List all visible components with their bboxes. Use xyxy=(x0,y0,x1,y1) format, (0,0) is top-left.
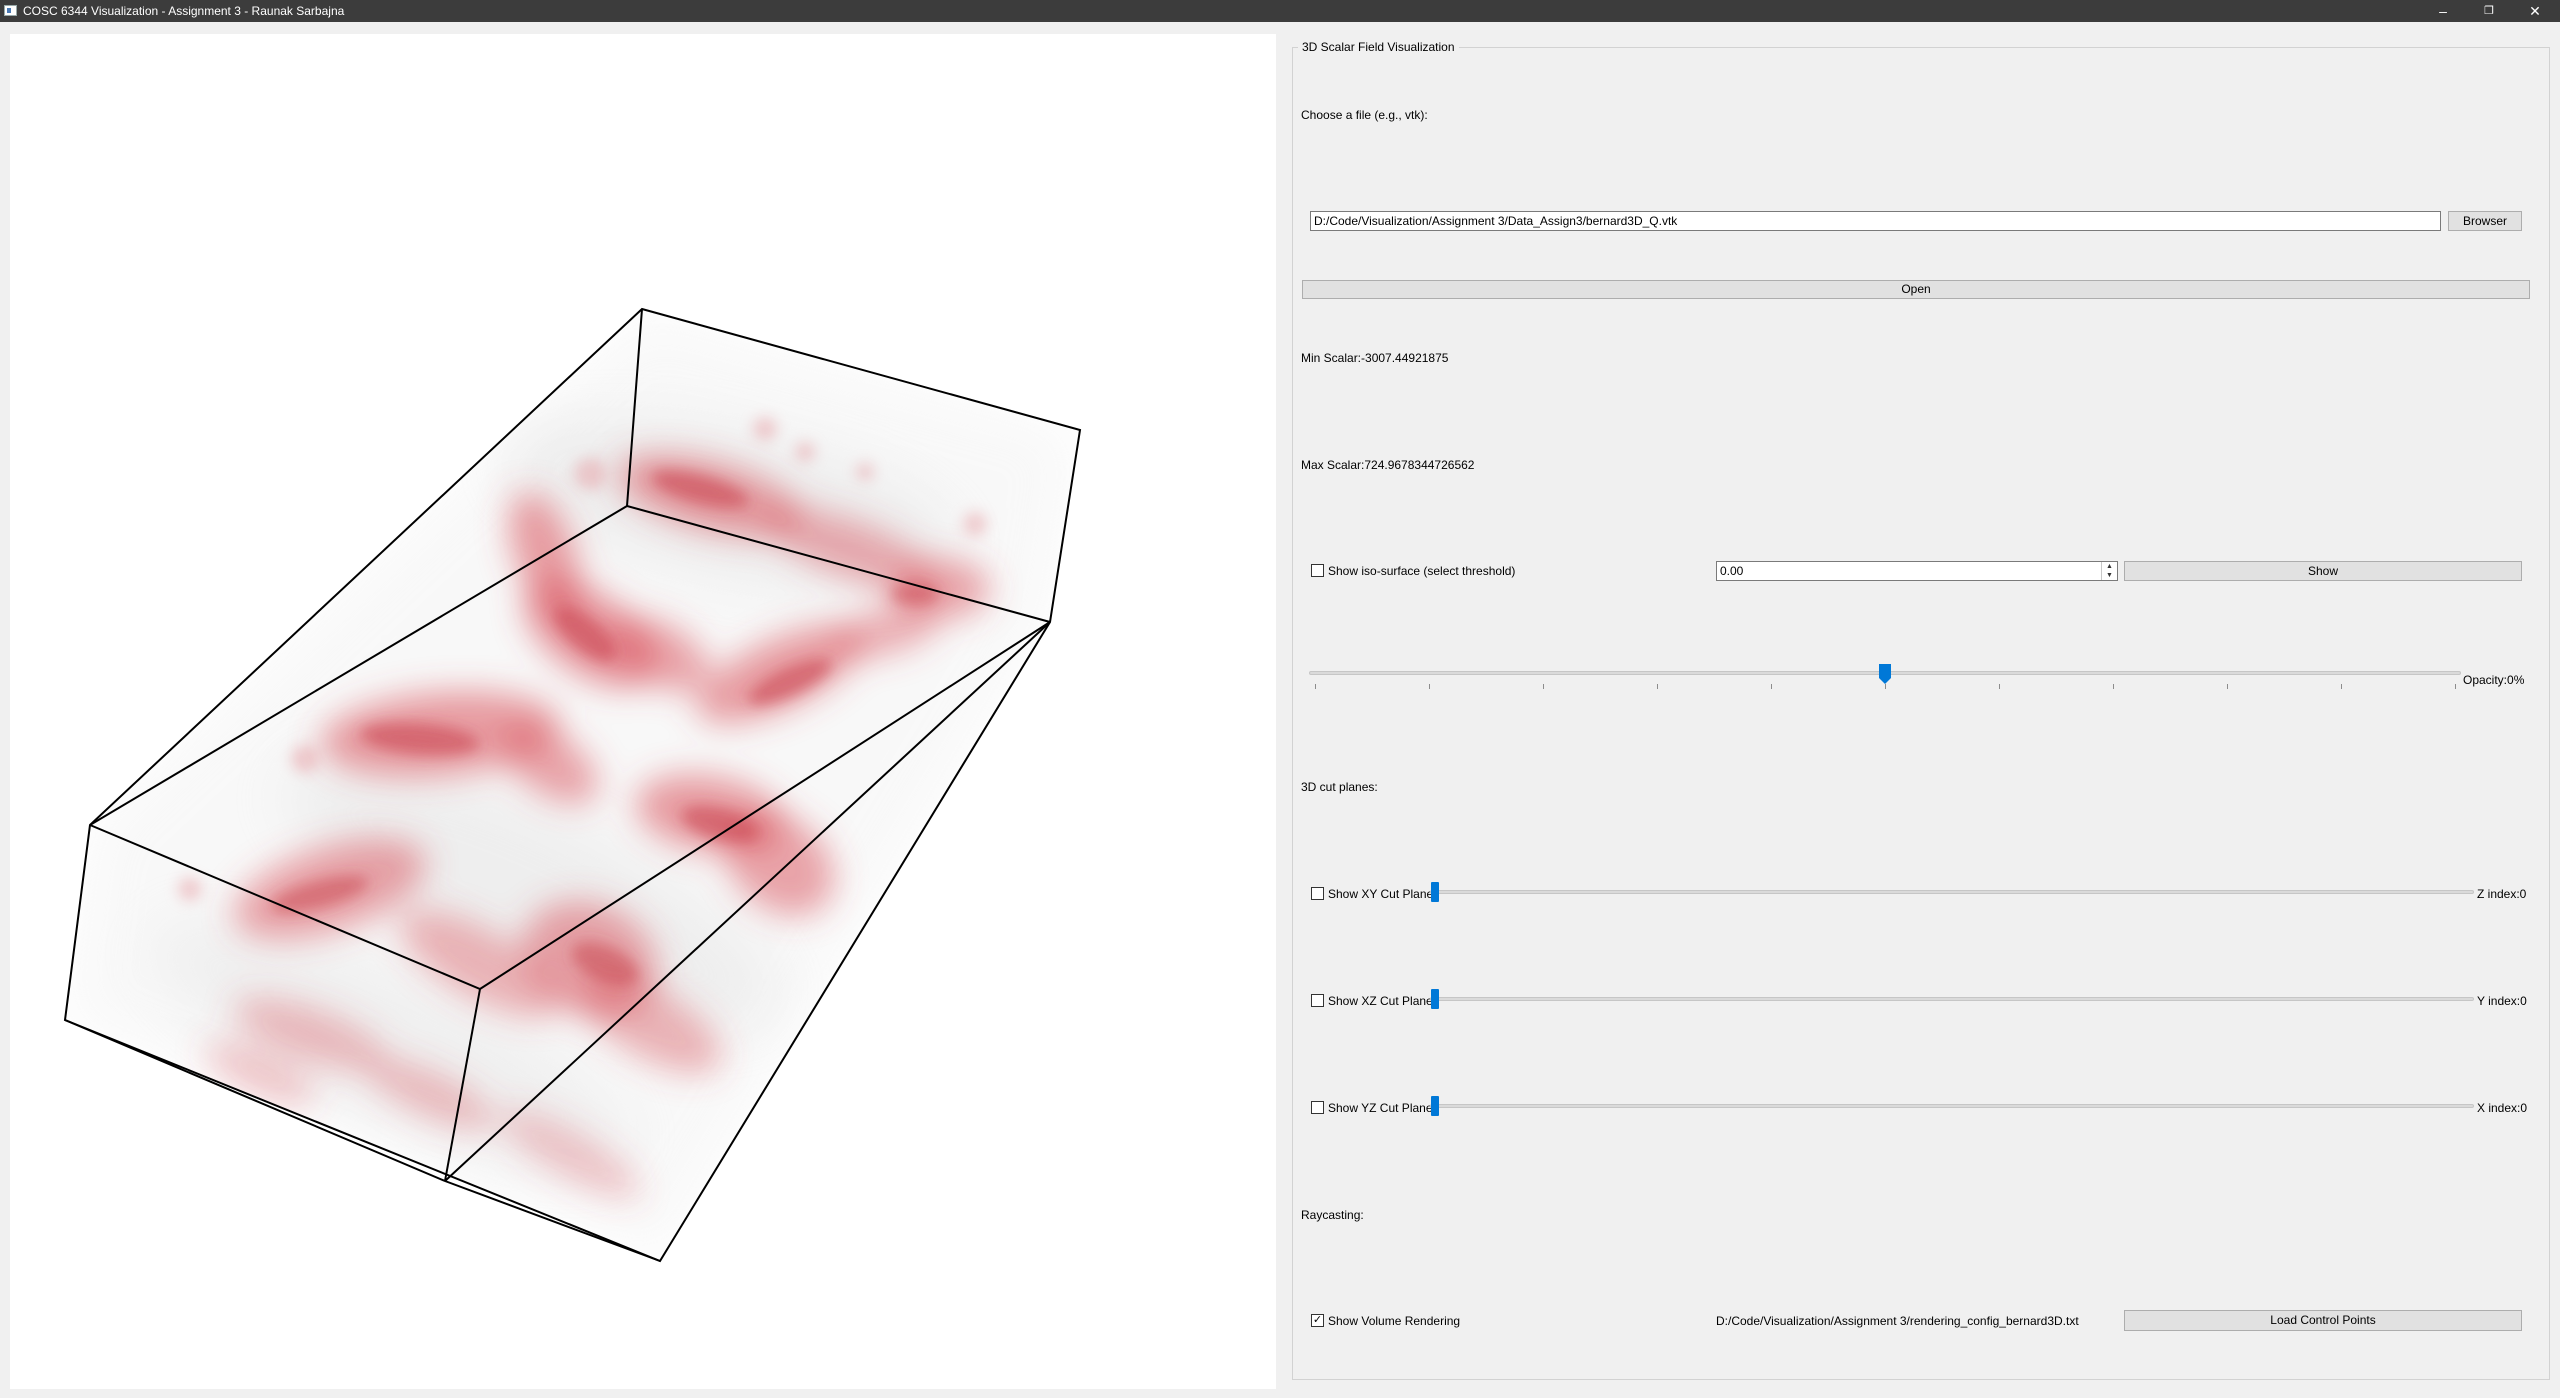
opacity-slider-tick xyxy=(2455,684,2456,689)
yz-cut-plane-label: Show YZ Cut Plane xyxy=(1328,1101,1433,1115)
xy-index-slider-handle[interactable] xyxy=(1431,882,1439,902)
x-index-label: X index:0 xyxy=(2477,1101,2528,1115)
opacity-slider-tick xyxy=(1543,684,1544,689)
raycasting-label: Raycasting: xyxy=(1301,1208,1364,1222)
opacity-slider-tick xyxy=(1429,684,1430,689)
xz-cut-plane-label: Show XZ Cut Plane xyxy=(1328,994,1433,1008)
xy-cut-plane-label: Show XY Cut Plane xyxy=(1328,887,1434,901)
control-panel xyxy=(1292,47,2550,1380)
volume-rendering-canvas[interactable] xyxy=(10,34,1276,1389)
opacity-slider-tick xyxy=(2113,684,2114,689)
file-label: Choose a file (e.g., vtk): xyxy=(1301,108,1428,122)
render-view[interactable] xyxy=(10,34,1276,1389)
yz-index-slider-track[interactable] xyxy=(1430,1104,2474,1108)
z-index-label: Z index:0 xyxy=(2477,887,2527,901)
opacity-slider-tick xyxy=(1885,684,1886,689)
cut-planes-label: 3D cut planes: xyxy=(1301,780,1378,794)
iso-surface-label: Show iso-surface (select threshold) xyxy=(1328,564,1516,578)
opacity-slider-tick xyxy=(1999,684,2000,689)
opacity-slider-tick xyxy=(2227,684,2228,689)
iso-threshold-spinbox[interactable] xyxy=(1716,561,2118,581)
bounding-box-outline xyxy=(63,307,1082,1263)
load-control-points-button[interactable]: Load Control Points xyxy=(2124,1310,2522,1331)
spinbox-arrows[interactable]: ▲ ▼ xyxy=(2101,562,2117,580)
restore-button[interactable]: ❐ xyxy=(2484,5,2494,17)
volume-blobs xyxy=(178,417,990,1199)
xz-index-slider-track[interactable] xyxy=(1430,997,2474,1001)
opacity-slider-tick xyxy=(1315,684,1316,689)
min-scalar-label: Min Scalar:-3007.44921875 xyxy=(1301,351,1449,365)
window-title: COSC 6344 Visualization - Assignment 3 -… xyxy=(23,4,345,18)
y-index-label: Y index:0 xyxy=(2477,994,2527,1008)
config-path-label: D:/Code/Visualization/Assignment 3/rende… xyxy=(1716,1314,2079,1328)
yz-cut-plane-checkbox[interactable] xyxy=(1311,1101,1324,1114)
volume-rendering-label: Show Volume Rendering xyxy=(1328,1314,1461,1328)
browse-button[interactable]: Browser xyxy=(2448,211,2522,231)
opacity-slider-handle[interactable] xyxy=(1879,664,1891,684)
xz-cut-plane-checkbox[interactable] xyxy=(1311,994,1324,1007)
minimize-button[interactable]: – xyxy=(2439,3,2447,19)
opacity-slider-tick xyxy=(1657,684,1658,689)
show-iso-button[interactable]: Show xyxy=(2124,561,2522,581)
opacity-slider-tick xyxy=(2341,684,2342,689)
iso-surface-checkbox[interactable] xyxy=(1311,564,1324,577)
yz-index-slider-handle[interactable] xyxy=(1431,1096,1439,1116)
opacity-label: Opacity:0% xyxy=(2463,673,2525,687)
opacity-slider-tick xyxy=(1771,684,1772,689)
panel-group-title: 3D Scalar Field Visualization xyxy=(1298,40,1459,54)
file-path-input[interactable] xyxy=(1310,211,2441,231)
xy-cut-plane-checkbox[interactable] xyxy=(1311,887,1324,900)
xy-index-slider-track[interactable] xyxy=(1430,890,2474,894)
app-icon xyxy=(4,5,17,16)
title-bar: COSC 6344 Visualization - Assignment 3 -… xyxy=(0,0,2560,22)
max-scalar-label: Max Scalar:724.9678344726562 xyxy=(1301,458,1475,472)
xz-index-slider-handle[interactable] xyxy=(1431,989,1439,1009)
volume-rendering-checkbox[interactable]: ✓ xyxy=(1311,1314,1324,1327)
close-button[interactable]: ✕ xyxy=(2529,3,2541,19)
open-button[interactable]: Open xyxy=(1302,280,2530,299)
